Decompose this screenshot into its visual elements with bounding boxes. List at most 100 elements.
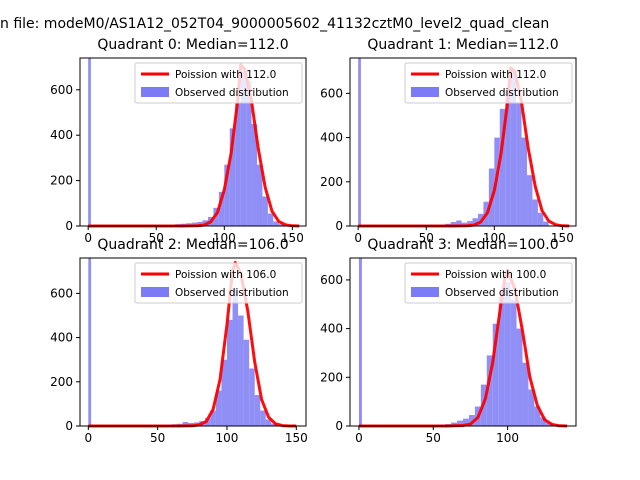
observed-histogram [88, 58, 285, 227]
hist-bar [265, 419, 272, 426]
x-tick-label: 150 [551, 231, 574, 245]
legend-label-poisson: Poission with 112.0 [175, 69, 276, 81]
x-tick-label: 0 [354, 231, 362, 245]
chart-title: Quadrant 2: Median=106.0 [97, 237, 288, 253]
hist-bar [210, 410, 216, 426]
hist-bar [273, 221, 279, 226]
axes-frame [79, 257, 307, 427]
hist-bar [229, 128, 236, 226]
x-tick-label: 100 [496, 431, 519, 445]
chart-title: Quadrant 3: Median=100.0 [367, 237, 558, 253]
y-tick-label: 0 [335, 419, 343, 433]
y-tick-label: 200 [50, 174, 73, 188]
hist-bar [226, 319, 233, 426]
legend: Poission with 112.0 Observed distribution [404, 62, 573, 104]
axes-frame [349, 57, 577, 227]
legend-label-poisson: Poission with 106.0 [175, 269, 276, 281]
y-tick-label: 400 [50, 331, 73, 345]
legend-box [404, 262, 573, 304]
hist-bar [537, 212, 544, 226]
hist-bar [521, 137, 527, 226]
chart-title: Quadrant 1: Median=112.0 [367, 37, 558, 53]
hist-bar [238, 315, 244, 426]
observed-histogram [358, 258, 559, 426]
x-tick-label: 0 [84, 231, 92, 245]
hist-bar [256, 164, 263, 226]
legend: Poission with 112.0 Observed distribution [134, 62, 303, 104]
hist-bar [516, 328, 523, 426]
y-tick-label: 0 [335, 219, 343, 233]
hist-bar [486, 355, 493, 426]
x-tick-label: 50 [426, 431, 441, 445]
y-tick-label: 600 [50, 286, 73, 300]
quadrant-1-chart: 0 50 100 150 0 200 400 600 Quadrant 1: Median=11… [320, 37, 577, 245]
hist-bar [218, 191, 225, 226]
y-tick-label: 200 [320, 175, 343, 189]
hist-bar [251, 123, 257, 226]
x-tick-label: 100 [216, 431, 239, 445]
hist-bar [468, 415, 475, 426]
hist-bar [262, 196, 268, 226]
quadrant-2-chart: 0 50 100 150 0 200 400 600 Quadrant 2: Median=10… [50, 237, 308, 445]
hist-bar [510, 71, 517, 227]
hist-bar [522, 362, 529, 426]
chart-title: Quadrant 0: Median=112.0 [97, 37, 288, 53]
hist-bar [240, 71, 247, 227]
legend-label-observed: Observed distribution [445, 287, 559, 299]
x-tick-label: 50 [149, 231, 164, 245]
hist-bar [457, 420, 463, 426]
hist-bar [197, 221, 203, 226]
hist-bar [278, 224, 285, 226]
hist-bar [534, 406, 541, 426]
quadrant-3-chart: 0 50 100 0 200 400 600 Quadrant 3: Median=100.0… [320, 237, 577, 445]
y-tick-label: 600 [50, 83, 73, 97]
hist-bar [221, 359, 227, 426]
hist-bar [498, 296, 505, 426]
hist-bar [249, 368, 255, 426]
legend-hist-swatch [141, 87, 169, 97]
axes-frame [349, 257, 577, 427]
hist-bar [260, 410, 266, 426]
hist-bar [516, 102, 522, 226]
hist-bar [358, 58, 361, 226]
hist-bar [215, 390, 222, 426]
x-tick-label: 50 [419, 231, 434, 245]
y-tick-label: 200 [320, 370, 343, 384]
hist-bar [540, 417, 547, 426]
hist-bar [213, 207, 219, 226]
hist-bar [532, 199, 538, 226]
observed-histogram [88, 258, 277, 426]
hist-bar [510, 299, 517, 426]
legend-label-poisson: Poission with 100.0 [445, 269, 546, 281]
figure-suptitle: n file: modeM0/AS1A12_052T04_9000005602_… [0, 16, 549, 32]
y-tick-label: 400 [320, 322, 343, 336]
hist-bar [543, 221, 549, 226]
quadrant-0-chart: 0 50 100 150 0 200 400 600 Quadrant 0: Median=11… [50, 37, 307, 245]
x-tick-label: 150 [281, 231, 304, 245]
x-tick-label: 100 [213, 231, 236, 245]
hist-bar [467, 221, 473, 226]
legend: Poission with 100.0 Observed distribution [404, 262, 573, 304]
x-tick-label: 0 [84, 431, 92, 445]
hist-bar [88, 58, 91, 226]
hist-bar [358, 258, 362, 426]
hist-bar [243, 339, 250, 426]
legend-hist-swatch [411, 287, 439, 297]
hist-bar [528, 389, 535, 426]
legend-box [134, 62, 303, 104]
x-tick-label: 150 [285, 431, 308, 445]
hist-bar [504, 282, 511, 426]
hist-bar [526, 175, 533, 226]
hist-bar [235, 103, 241, 226]
axes-frame [79, 57, 307, 227]
y-tick-label: 200 [50, 375, 73, 389]
x-tick-label: 100 [483, 231, 506, 245]
hist-bar [254, 395, 261, 426]
legend-box [134, 262, 303, 304]
y-tick-label: 600 [320, 273, 343, 287]
hist-bar [182, 422, 189, 426]
hist-bar [463, 418, 469, 426]
legend-label-observed: Observed distribution [175, 287, 289, 299]
hist-bar [505, 91, 511, 226]
